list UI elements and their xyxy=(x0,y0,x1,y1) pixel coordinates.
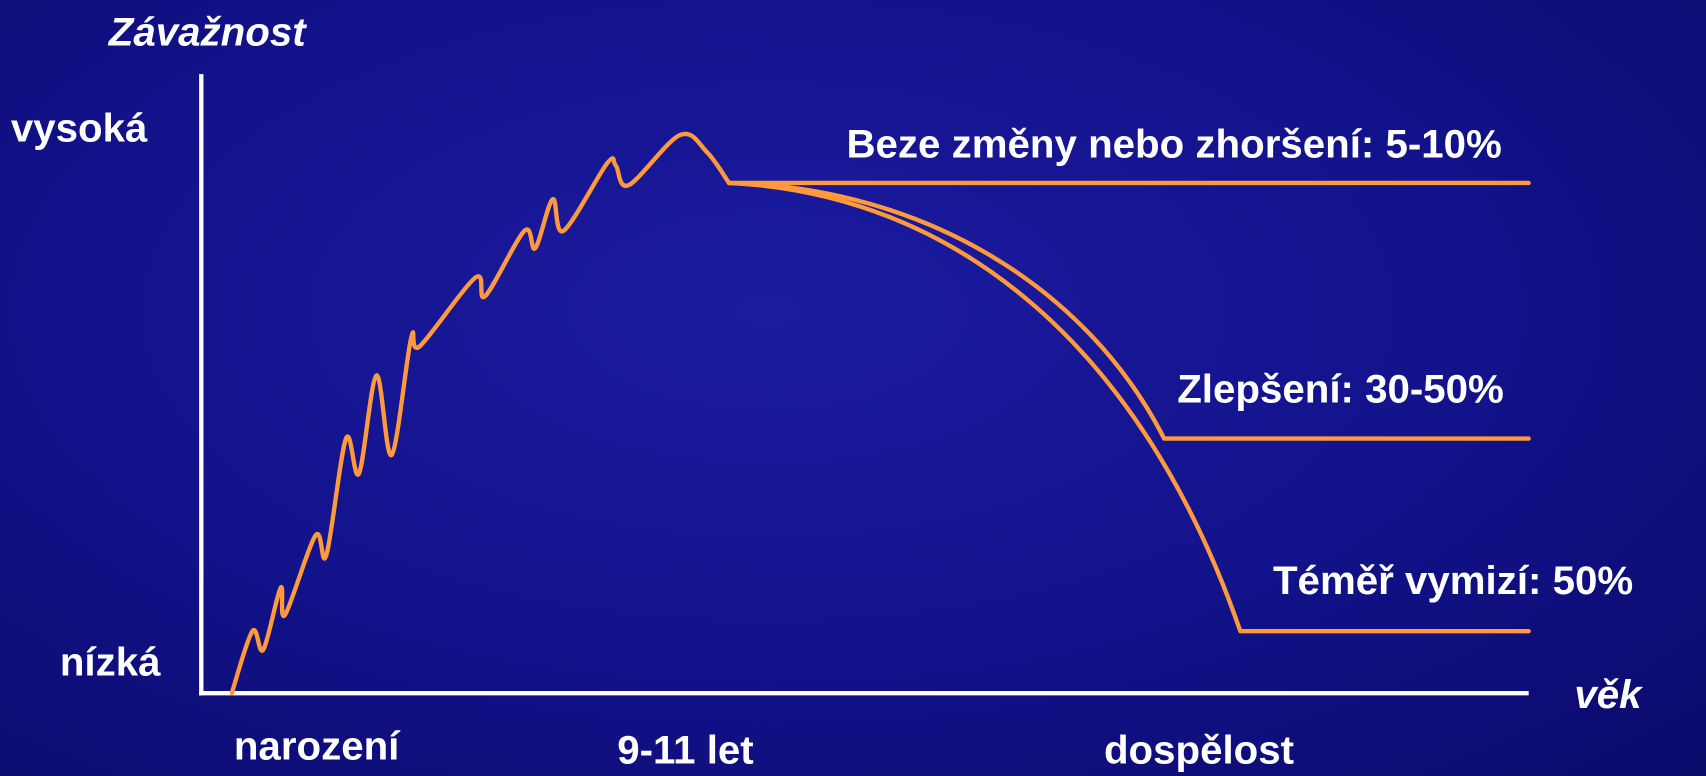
y-high-label: vysoká xyxy=(11,105,148,150)
y-low-label: nízká xyxy=(60,640,161,685)
x-label: narození xyxy=(234,723,401,768)
y-axis-title: Závažnost xyxy=(108,10,307,55)
x-label: dospělost xyxy=(1104,728,1294,773)
x-axis-title: věk xyxy=(1574,672,1644,717)
outcome-label: Beze změny nebo zhoršení: 5-10% xyxy=(846,122,1501,167)
outcome-label: Zlepšení: 30-50% xyxy=(1177,366,1504,411)
x-label: 9-11 let xyxy=(617,728,754,773)
severity-curve xyxy=(229,131,732,696)
outcome-label: Téměř vymizí: 50% xyxy=(1273,558,1633,603)
outcome-line xyxy=(726,180,1531,441)
outcome-line xyxy=(726,180,1531,634)
